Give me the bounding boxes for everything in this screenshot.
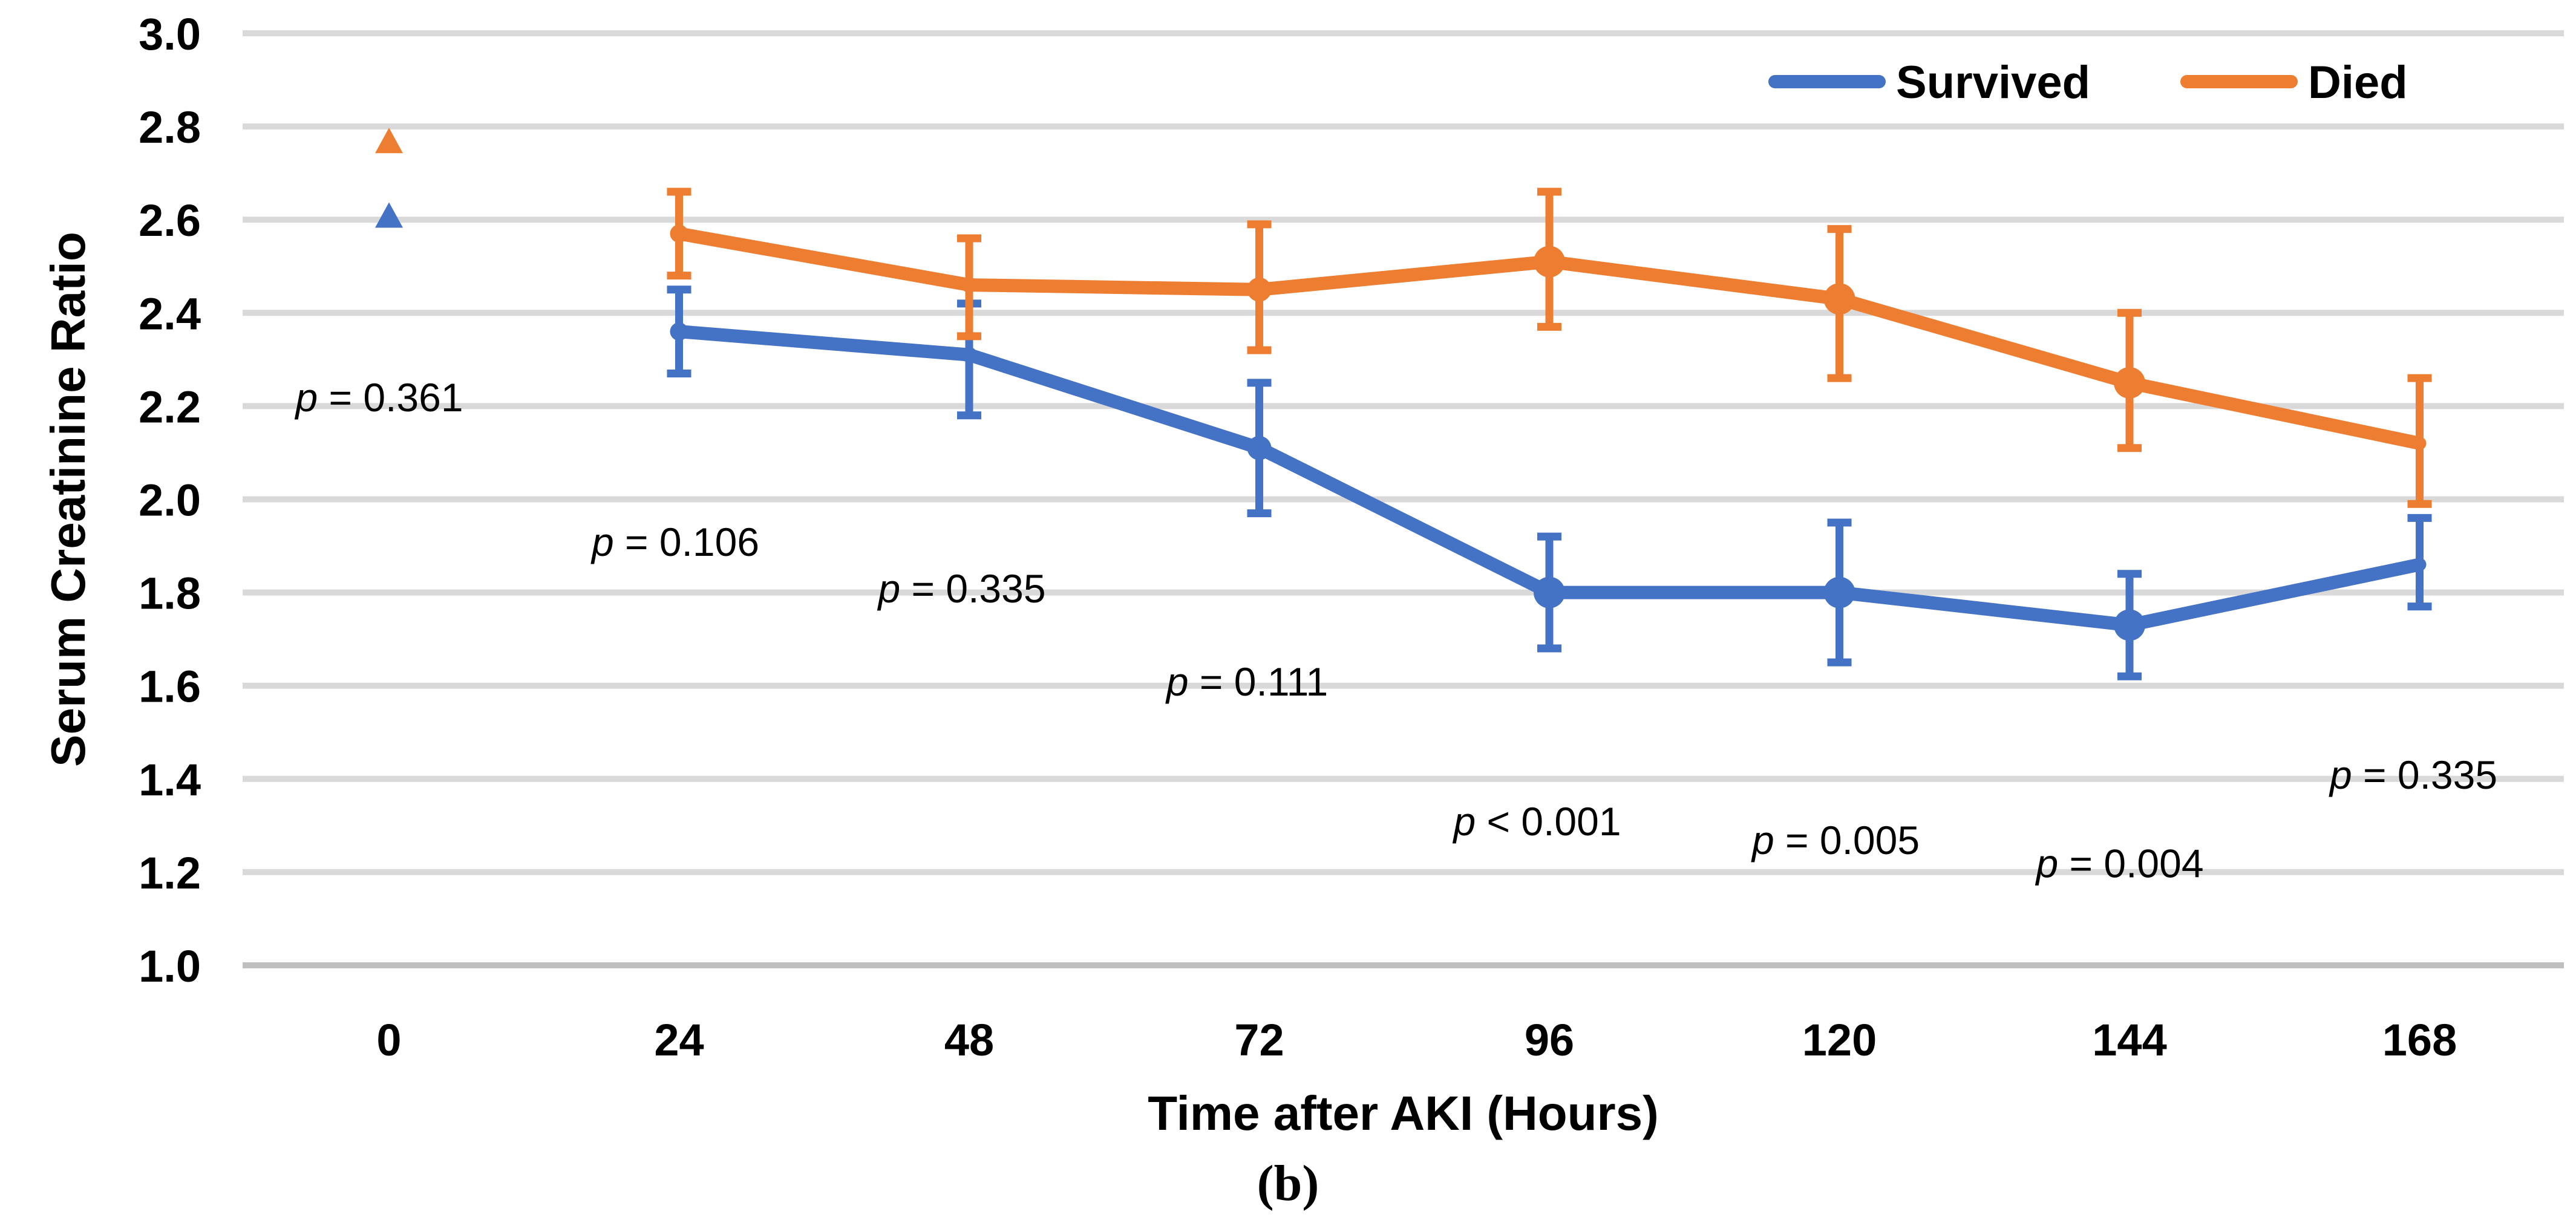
data-point-marker [2114,367,2145,399]
x-tick-label: 72 [1234,1015,1284,1065]
data-point-marker [1534,576,1565,608]
data-point-marker [670,224,688,243]
y-tick-label: 2.2 [139,382,201,432]
y-tick-label: 1.2 [139,848,201,898]
p-value-annotation: p = 0.361 [294,375,463,420]
data-point-marker [1247,435,1272,460]
p-value-annotation: p = 0.005 [1751,818,1920,862]
y-tick-label: 1.4 [139,755,201,805]
y-tick-label: 2.6 [139,195,201,246]
data-point-marker [1534,246,1565,278]
triangle-marker-died [375,128,403,154]
y-tick-label: 1.8 [139,569,201,619]
data-point-marker [670,322,688,341]
x-tick-label: 0 [376,1015,401,1065]
x-tick-label: 24 [654,1015,704,1065]
legend-label-died: Died [2308,57,2408,108]
data-point-marker [2114,609,2145,641]
y-tick-label: 1.0 [139,941,201,991]
p-value-annotation: p = 0.106 [590,520,759,564]
y-tick-label: 3.0 [139,9,201,59]
p-value-annotation: p = 0.335 [2329,752,2497,797]
x-tick-label: 120 [1802,1015,1877,1065]
legend-label-survived: Survived [1896,57,2090,108]
p-value-annotation: p = 0.335 [877,566,1045,611]
x-tick-label: 48 [944,1015,994,1065]
p-value-annotation: p = 0.111 [1165,659,1328,704]
data-point-marker [1823,283,1855,315]
data-point-marker [961,277,977,293]
data-point-marker [961,347,977,363]
x-axis-title: Time after AKI (Hours) [1148,1086,1659,1140]
p-value-annotation: p < 0.001 [1452,799,1621,844]
y-tick-label: 2.8 [139,102,201,152]
p-value-annotation: p = 0.004 [2035,841,2203,885]
y-tick-label: 2.0 [139,475,201,526]
data-point-marker [1247,277,1272,302]
triangle-marker-survived [375,202,403,228]
y-tick-label: 2.4 [139,289,201,339]
figure-caption: (b) [1257,1155,1319,1211]
y-tick-label: 1.6 [139,662,201,712]
x-tick-label: 168 [2382,1015,2457,1065]
x-tick-label: 96 [1525,1015,1574,1065]
x-tick-label: 144 [2092,1015,2166,1065]
data-point-marker [1823,576,1855,608]
y-axis-title: Serum Creatinine Ratio [41,232,95,767]
